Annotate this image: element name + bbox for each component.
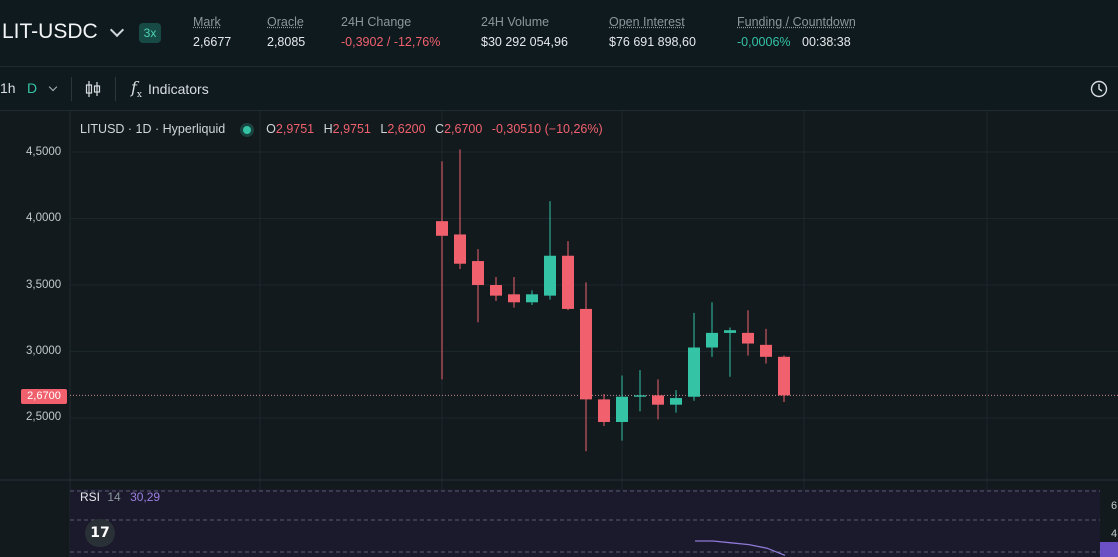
rsi-legend: RSI 14 30,29 [80,490,160,504]
tradingview-logo[interactable]: 17 [85,519,115,547]
stat-label: Oracle [267,15,304,29]
candle-body [706,332,718,348]
ohlc-open-key: O [266,122,276,136]
ohlc-low-key: L [380,122,388,136]
toolbar-divider [115,77,116,101]
price-chart[interactable] [0,111,1118,557]
current-price-tag: 2,6700 [21,389,67,404]
funding-countdown: 00:38:38 [802,35,851,49]
candles [436,149,790,452]
toolbar-divider [71,77,72,101]
rsi-pane [70,489,1118,557]
price-tick: 3,5000 [26,279,62,291]
ohlc-close-key: C [435,122,445,136]
indicators-label: Indicators [148,81,209,98]
ohlc-high-value: 2,9751 [332,122,371,136]
market-header: LIT-USDC 3x Mark 2,6677 Oracle 2,8085 24… [0,0,1118,67]
interval-d[interactable]: D [27,80,38,96]
candle-body [778,356,790,396]
ohlc-change-value: -0,30510 (−10,26%) [491,122,603,136]
candle-body [544,255,556,296]
candle-body [436,221,448,236]
interval-1h[interactable]: 1h [0,80,16,96]
candle-body [526,294,538,303]
stat-label: 24H Change [341,15,412,29]
stat-mark: Mark 2,6677 [193,15,231,49]
stat-24h-change: 24H Change -0,3902 / -12,76% [341,15,440,49]
indicators-button[interactable]: fx Indicators [131,78,209,100]
rsi-length: 14 [107,490,121,504]
stat-value: 2,6677 [193,35,232,49]
rsi-label: RSI [80,490,101,504]
price-tick: 4,5000 [26,146,62,158]
chevron-down-icon[interactable] [48,82,58,92]
candle-type-icon[interactable] [85,80,101,103]
stat-value: -0,3902 / -12,76% [341,35,441,49]
rsi-value: 30,29 [130,490,161,504]
rsi-axis-tick: 6 [1111,500,1118,512]
candle-body [562,255,574,309]
stat-open-interest: Open Interest $76 691 898,60 [609,15,696,49]
candle-body [670,398,682,405]
rsi-axis-tick: 4 [1111,528,1118,540]
symbol-info: LITUSD · 1D · Hyperliquid [80,122,226,136]
candle-body [616,396,628,422]
price-tick: 3,0000 [26,345,62,357]
rsi-band [70,489,1100,557]
candle-body [724,330,736,333]
stat-label: Mark [193,15,221,29]
ohlc-close-value: 2,6700 [444,122,483,136]
candle-body [490,285,502,296]
candle-body [652,395,664,405]
stat-value: 2,8085 [267,35,306,49]
candle-body [454,234,466,264]
stat-value-row: -0,0006% 00:38:38 [737,35,856,49]
ohlc-low-value: 2,6200 [387,122,426,136]
stat-24h-volume: 24H Volume $30 292 054,96 [481,15,568,49]
leverage-badge[interactable]: 3x [139,23,161,43]
candle-body [634,395,646,397]
pair-name: LIT-USDC [2,20,98,43]
rsi-value-tag [1100,542,1118,557]
chevron-down-icon [109,22,124,37]
ohlc-open-value: 2,9751 [275,122,315,136]
candle-body [598,399,610,422]
chart-legend: LITUSD · 1D · Hyperliquid O2,9751 H2,975… [80,122,609,136]
candle-body [580,308,592,400]
candle-body [742,332,754,344]
price-tick: 2,5000 [26,411,62,423]
clock-icon[interactable] [1089,79,1109,104]
stat-funding: Funding / Countdown -0,0006% 00:38:38 [737,15,856,49]
candle-body [472,261,484,285]
stat-label: Funding / Countdown [737,15,856,29]
stat-value: $30 292 054,96 [481,35,568,49]
market-status-icon [242,125,251,134]
stat-label: Open Interest [609,15,685,29]
candle-body [688,347,700,397]
candle-body [508,294,520,303]
chart-grid [0,111,1118,557]
candle-body [760,344,772,357]
funding-rate: -0,0006% [737,35,791,49]
rsi-line [695,540,786,557]
stat-label: 24H Volume [481,15,550,29]
ohlc-high-key: H [323,122,333,136]
price-tick: 4,0000 [26,212,62,224]
pair-selector[interactable]: LIT-USDC [2,20,124,44]
function-icon: fx [131,78,142,101]
stat-value: $76 691 898,60 [609,35,696,49]
chart-area[interactable] [0,111,1118,557]
stat-oracle: Oracle 2,8085 [267,15,305,49]
chart-toolbar: 1h D fx Indicators [0,67,1118,111]
